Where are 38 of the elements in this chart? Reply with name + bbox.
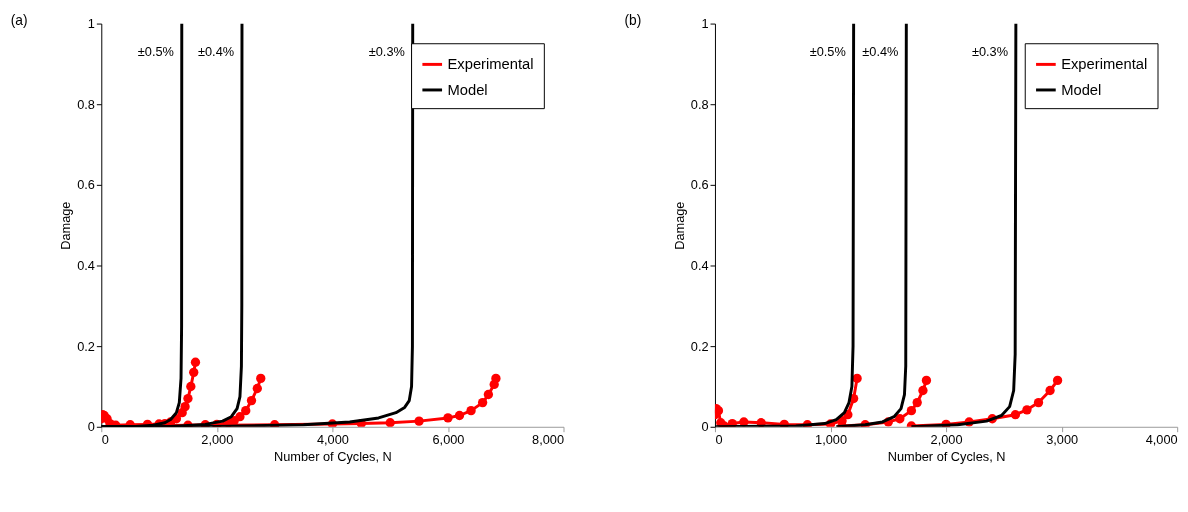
legend-label: Experimental [447, 56, 534, 73]
y-tick-label: 0.8 [77, 96, 95, 112]
legend-label: Experimental [1061, 56, 1148, 73]
x-tick-label: 8,000 [532, 432, 564, 447]
annotation: ±0.3% [971, 43, 1008, 59]
x-axis-title: Number of Cycles, N [887, 448, 1006, 464]
chart-title: (b) [624, 12, 642, 28]
y-tick-label: 0 [701, 419, 709, 435]
x-tick-label: 3,000 [1046, 432, 1079, 447]
x-tick-label: 2,000 [930, 432, 963, 447]
x-tick-label: 6,000 [432, 432, 465, 447]
y-tick-label: 0.4 [690, 257, 709, 273]
annotation: ±0.3% [368, 43, 405, 59]
y-axis-title: Damage [671, 201, 687, 250]
x-tick-label: 0 [101, 432, 109, 447]
y-tick-label: 1 [701, 16, 709, 31]
x-tick-label: 0 [715, 432, 723, 447]
x-axis-title: Number of Cycles, N [274, 448, 392, 464]
x-tick-label: 4,000 [1145, 432, 1178, 447]
x-tick-label: 2,000 [201, 432, 234, 447]
legend-label: Model [1061, 81, 1102, 98]
annotation: ±0.4% [862, 43, 899, 59]
y-tick-label: 0.4 [77, 257, 95, 273]
x-tick-label: 4,000 [316, 432, 349, 447]
y-tick-label: 0.8 [690, 96, 709, 112]
y-tick-label: 1 [87, 16, 95, 31]
legend-label: Model [447, 81, 488, 98]
y-tick-label: 0.2 [77, 338, 95, 354]
y-axis-title: Damage [58, 201, 74, 250]
annotation: ±0.5% [137, 43, 174, 59]
y-tick-label: 0.2 [690, 338, 709, 354]
chart-title: (a) [10, 12, 28, 28]
x-tick-label: 1,000 [815, 432, 847, 447]
y-tick-label: 0.6 [690, 177, 709, 193]
annotation: ±0.4% [198, 43, 235, 59]
y-tick-label: 0.6 [77, 177, 95, 193]
annotation: ±0.5% [809, 43, 846, 59]
y-tick-label: 0 [87, 419, 95, 435]
